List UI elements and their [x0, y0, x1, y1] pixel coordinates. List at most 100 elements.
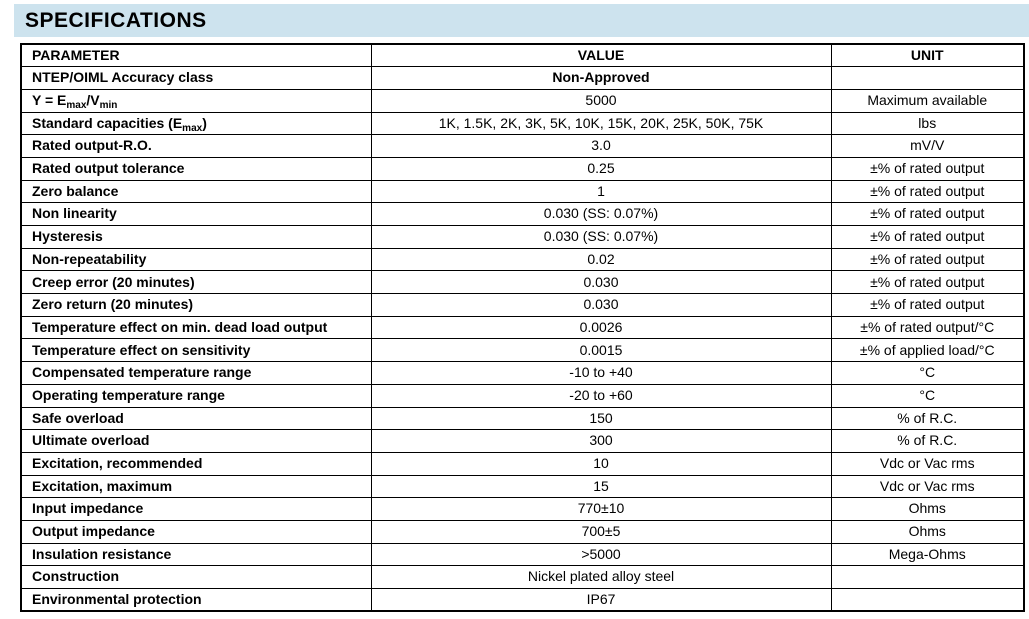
table-row: Input impedance 770±10 Ohms — [20, 497, 1025, 521]
parameter-cell: Y = Emax/Vmin — [20, 88, 372, 113]
value-cell: 300 — [370, 429, 832, 453]
table-row: Y = Emax/Vmin 5000 Maximum available — [20, 88, 1025, 113]
table-row: Zero return (20 minutes) 0.030 ±% of rated… — [20, 293, 1025, 317]
value-cell: Nickel plated alloy steel — [370, 565, 832, 589]
unit-cell: ±% of rated output — [830, 156, 1025, 181]
value-cell: 770±10 — [370, 497, 832, 521]
value-cell: 15 — [370, 474, 832, 499]
unit-cell: ±% of rated output — [830, 270, 1025, 295]
unit-cell: Ohms — [830, 519, 1025, 544]
value-cell: 5000 — [370, 88, 832, 113]
parameter-cell: Construction — [20, 565, 372, 589]
value-cell: >5000 — [370, 542, 832, 567]
parameter-cell: Ultimate overload — [20, 429, 372, 453]
table-row: Excitation, recommended 10 Vdc or Vac rms — [20, 451, 1025, 476]
spec-table: PARAMETER VALUE UNIT NTEP/OIML Accuracy … — [20, 43, 1025, 613]
column-header-unit: UNIT — [830, 43, 1025, 68]
spec-table-body: NTEP/OIML Accuracy class Non-Approved Y = … — [20, 66, 1025, 612]
spec-table-container: PARAMETER VALUE UNIT NTEP/OIML Accuracy … — [20, 43, 1025, 613]
table-row: Temperature effect on min. dead load out… — [20, 315, 1025, 340]
parameter-cell: Rated output-R.O. — [20, 134, 372, 158]
unit-cell: % of R.C. — [830, 406, 1025, 431]
unit-cell: Vdc or Vac rms — [830, 451, 1025, 476]
value-cell: 0.0026 — [370, 315, 832, 340]
table-row: Non linearity 0.030 (SS: 0.07%) ±% of rate… — [20, 202, 1025, 226]
value-cell: 1 — [370, 179, 832, 204]
unit-cell: ±% of rated output — [830, 225, 1025, 249]
unit-cell: ±% of rated output — [830, 202, 1025, 226]
parameter-cell: NTEP/OIML Accuracy class — [20, 66, 372, 90]
parameter-cell: Non linearity — [20, 202, 372, 226]
table-row: Zero balance 1 ±% of rated output — [20, 179, 1025, 204]
parameter-cell: Excitation, maximum — [20, 474, 372, 499]
value-cell: 0.0015 — [370, 338, 832, 363]
unit-cell: °C — [830, 383, 1025, 408]
table-row: Excitation, maximum 15 Vdc or Vac rms — [20, 474, 1025, 499]
parameter-cell: Creep error (20 minutes) — [20, 270, 372, 295]
unit-cell: ±% of applied load/°C — [830, 338, 1025, 363]
value-cell: Non-Approved — [370, 66, 832, 90]
unit-cell: °C — [830, 361, 1025, 385]
table-row: Operating temperature range -20 to +60 °C — [20, 383, 1025, 408]
value-cell: 10 — [370, 451, 832, 476]
value-cell: 0.030 (SS: 0.07%) — [370, 225, 832, 249]
unit-cell — [830, 565, 1025, 589]
value-cell: 150 — [370, 406, 832, 431]
parameter-cell: Excitation, recommended — [20, 451, 372, 476]
table-row: Ultimate overload 300% of R.C. — [20, 429, 1025, 453]
unit-cell — [830, 588, 1025, 612]
table-row: Construction Nickel plated alloy steel — [20, 565, 1025, 589]
table-row: Environmental protection IP67 — [20, 588, 1025, 612]
parameter-cell: Compensated temperature range — [20, 361, 372, 385]
table-row: Creep error (20 minutes) 0.030 ±% of rated… — [20, 270, 1025, 295]
unit-cell: % of R.C. — [830, 429, 1025, 453]
column-header-parameter: PARAMETER — [20, 43, 372, 68]
table-row: Output impedance 700±5 Ohms — [20, 519, 1025, 544]
unit-cell: ±% of rated output — [830, 293, 1025, 317]
value-cell: IP67 — [370, 588, 832, 612]
unit-cell: Mega-Ohms — [830, 542, 1025, 567]
table-header-row: PARAMETER VALUE UNIT — [20, 43, 1025, 68]
parameter-cell: Temperature effect on min. dead load out… — [20, 315, 372, 340]
value-cell: 700±5 — [370, 519, 832, 544]
unit-cell: ±% of rated output — [830, 247, 1025, 272]
unit-cell: mV/V — [830, 134, 1025, 158]
unit-cell: ±% of rated output/°C — [830, 315, 1025, 340]
parameter-cell: Input impedance — [20, 497, 372, 521]
value-cell: 0.030 (SS: 0.07%) — [370, 202, 832, 226]
table-row: Hysteresis 0.030 (SS: 0.07%) ±% of rated o… — [20, 225, 1025, 249]
table-row: Safe overload 150% of R.C. — [20, 406, 1025, 431]
parameter-cell: Rated output tolerance — [20, 156, 372, 181]
value-cell: 0.02 — [370, 247, 832, 272]
parameter-cell: Environmental protection — [20, 588, 372, 612]
unit-cell: Maximum available — [830, 88, 1025, 113]
parameter-cell: Output impedance — [20, 519, 372, 544]
table-row: Non-repeatability 0.02 ±% of rated output — [20, 247, 1025, 272]
parameter-cell: Zero return (20 minutes) — [20, 293, 372, 317]
table-row: Rated output-R.O. 3.0 mV/V — [20, 134, 1025, 158]
unit-cell: ±% of rated output — [830, 179, 1025, 204]
unit-cell: Vdc or Vac rms — [830, 474, 1025, 499]
title-bar: SPECIFICATIONS — [14, 4, 1029, 37]
table-row: Rated output tolerance 0.25 ±% of rated ou… — [20, 156, 1025, 181]
unit-cell — [830, 66, 1025, 90]
parameter-cell: Temperature effect on sensitivity — [20, 338, 372, 363]
unit-cell: Ohms — [830, 497, 1025, 521]
table-row: Standard capacities (Emax) 1K, 1.5K, 2K, … — [20, 111, 1025, 136]
parameter-cell: Hysteresis — [20, 225, 372, 249]
value-cell: 0.030 — [370, 293, 832, 317]
value-cell: -10 to +40 — [370, 361, 832, 385]
parameter-cell: Non-repeatability — [20, 247, 372, 272]
value-cell: -20 to +60 — [370, 383, 832, 408]
unit-cell: lbs — [830, 111, 1025, 136]
parameter-cell: Standard capacities (Emax) — [20, 111, 372, 136]
value-cell: 0.030 — [370, 270, 832, 295]
table-row: Temperature effect on sensitivity 0.0015 ±… — [20, 338, 1025, 363]
value-cell: 1K, 1.5K, 2K, 3K, 5K, 10K, 15K, 20K, 25K… — [370, 111, 832, 136]
page-title: SPECIFICATIONS — [25, 8, 207, 32]
table-row: Compensated temperature range -10 to +40 °… — [20, 361, 1025, 385]
column-header-value: VALUE — [370, 43, 832, 68]
table-row: Insulation resistance >5000 Mega-Ohms — [20, 542, 1025, 567]
parameter-cell: Safe overload — [20, 406, 372, 431]
parameter-cell: Operating temperature range — [20, 383, 372, 408]
